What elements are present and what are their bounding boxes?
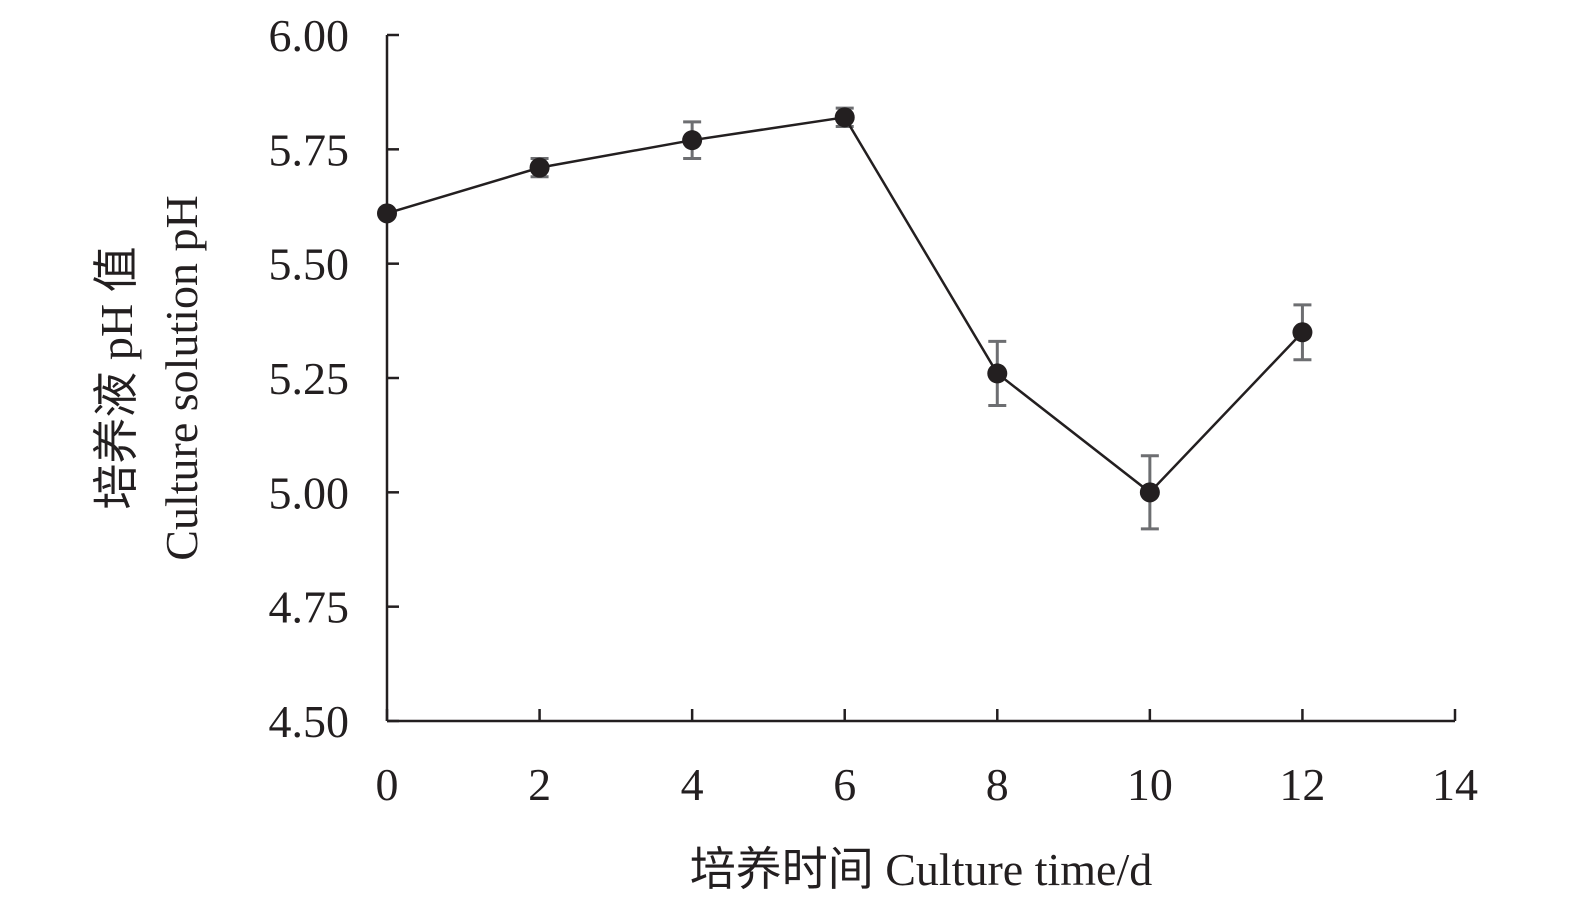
axes [385, 35, 1455, 723]
x-tick-label: 12 [1279, 759, 1325, 810]
y-tick-label: 6.00 [269, 10, 350, 61]
series-line [386, 115, 1304, 495]
data-point [834, 107, 855, 128]
y-tick-label: 5.50 [269, 239, 350, 290]
x-tick-label: 6 [833, 759, 856, 810]
y-axis-title-line-1: 培养液 pH 值 [91, 246, 142, 509]
y-tick-label: 4.75 [269, 582, 350, 633]
data-point [529, 157, 550, 178]
y-tick-label: 4.50 [269, 696, 350, 747]
data-point [1139, 482, 1160, 503]
axis-titles: 培养时间 Culture time/d 培养液 pH 值 Culture sol… [91, 195, 1152, 895]
data-point [377, 203, 397, 224]
series [386, 115, 1304, 495]
x-tick-label: 10 [1127, 759, 1173, 810]
tick-labels: 4.50 4.75 5.00 5.25 5.50 5.75 6.00 0 2 4 6 8 10 12 14 [269, 10, 1479, 810]
data-point [1292, 322, 1313, 343]
x-tick-label: 0 [376, 759, 399, 810]
x-tick-label: 2 [528, 759, 551, 810]
y-axis-title-line-2: Culture solution pH [156, 195, 207, 560]
data-point [987, 363, 1008, 384]
ticks [385, 33, 1457, 723]
x-axis-title: 培养时间 Culture time/d [690, 844, 1153, 895]
error-bars [530, 106, 1312, 531]
x-tick-label: 4 [681, 759, 704, 810]
y-tick-label: 5.75 [269, 124, 350, 175]
x-tick-label: 8 [986, 759, 1009, 810]
x-tick-label: 14 [1432, 759, 1478, 810]
y-tick-label: 5.00 [269, 467, 350, 518]
data-point [682, 130, 703, 151]
y-tick-label: 5.25 [269, 353, 350, 404]
data-points [377, 107, 1313, 503]
